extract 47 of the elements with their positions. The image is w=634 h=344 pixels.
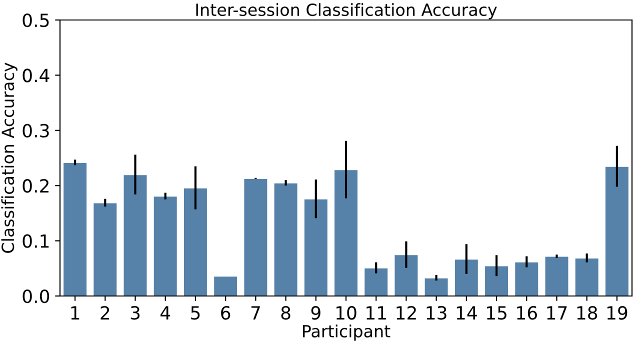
bar	[424, 277, 449, 296]
x-tick-label: 17	[547, 306, 567, 320]
y-tick-label: 0.0	[22, 289, 50, 304]
y-tick-label: 0.4	[22, 68, 50, 82]
bar	[273, 182, 298, 296]
bar	[514, 261, 540, 296]
bar	[333, 169, 359, 296]
bar	[604, 166, 630, 296]
x-tick-label: 6	[221, 306, 230, 320]
x-tick-label: 13	[426, 306, 446, 320]
x-tick-label: 14	[456, 306, 477, 320]
chart-title: Inter-session Classification Accuracy	[196, 3, 497, 20]
y-tick-label: 0.3	[22, 124, 49, 138]
bar	[212, 276, 238, 296]
x-tick-label: 3	[130, 306, 140, 320]
x-tick-label: 15	[487, 306, 506, 320]
y-axis-title: Classification Accuracy	[1, 62, 18, 253]
bar	[62, 162, 88, 296]
x-tick-label: 11	[366, 306, 386, 320]
x-tick-label: 5	[191, 306, 200, 320]
x-tick-label: 8	[281, 306, 290, 320]
x-tick-label: 7	[251, 306, 260, 320]
x-tick-label: 10	[336, 306, 356, 320]
x-tick-label: 18	[577, 306, 598, 320]
bar	[364, 267, 389, 296]
x-tick-label: 9	[311, 306, 320, 320]
bar	[182, 187, 208, 296]
y-tick-label: 0.1	[22, 234, 49, 248]
x-tick-label: 12	[396, 306, 416, 320]
y-tick-label: 0.2	[22, 179, 48, 193]
bar	[394, 254, 419, 296]
bar	[243, 178, 268, 296]
bar	[152, 196, 178, 296]
x-tick-label: 4	[160, 306, 170, 320]
y-tick-label: 0.5	[22, 13, 49, 28]
x-tick-label: 19	[607, 306, 628, 320]
bar	[303, 198, 328, 296]
x-tick-label: 2	[100, 306, 110, 320]
x-tick-label: 16	[517, 306, 537, 320]
bar	[454, 258, 480, 296]
bar	[122, 174, 148, 296]
bar	[544, 256, 570, 296]
x-tick-label: 1	[71, 306, 80, 320]
bar	[574, 257, 600, 296]
x-axis-title: Participant	[303, 324, 390, 341]
bar	[484, 265, 510, 296]
bar	[92, 202, 118, 296]
